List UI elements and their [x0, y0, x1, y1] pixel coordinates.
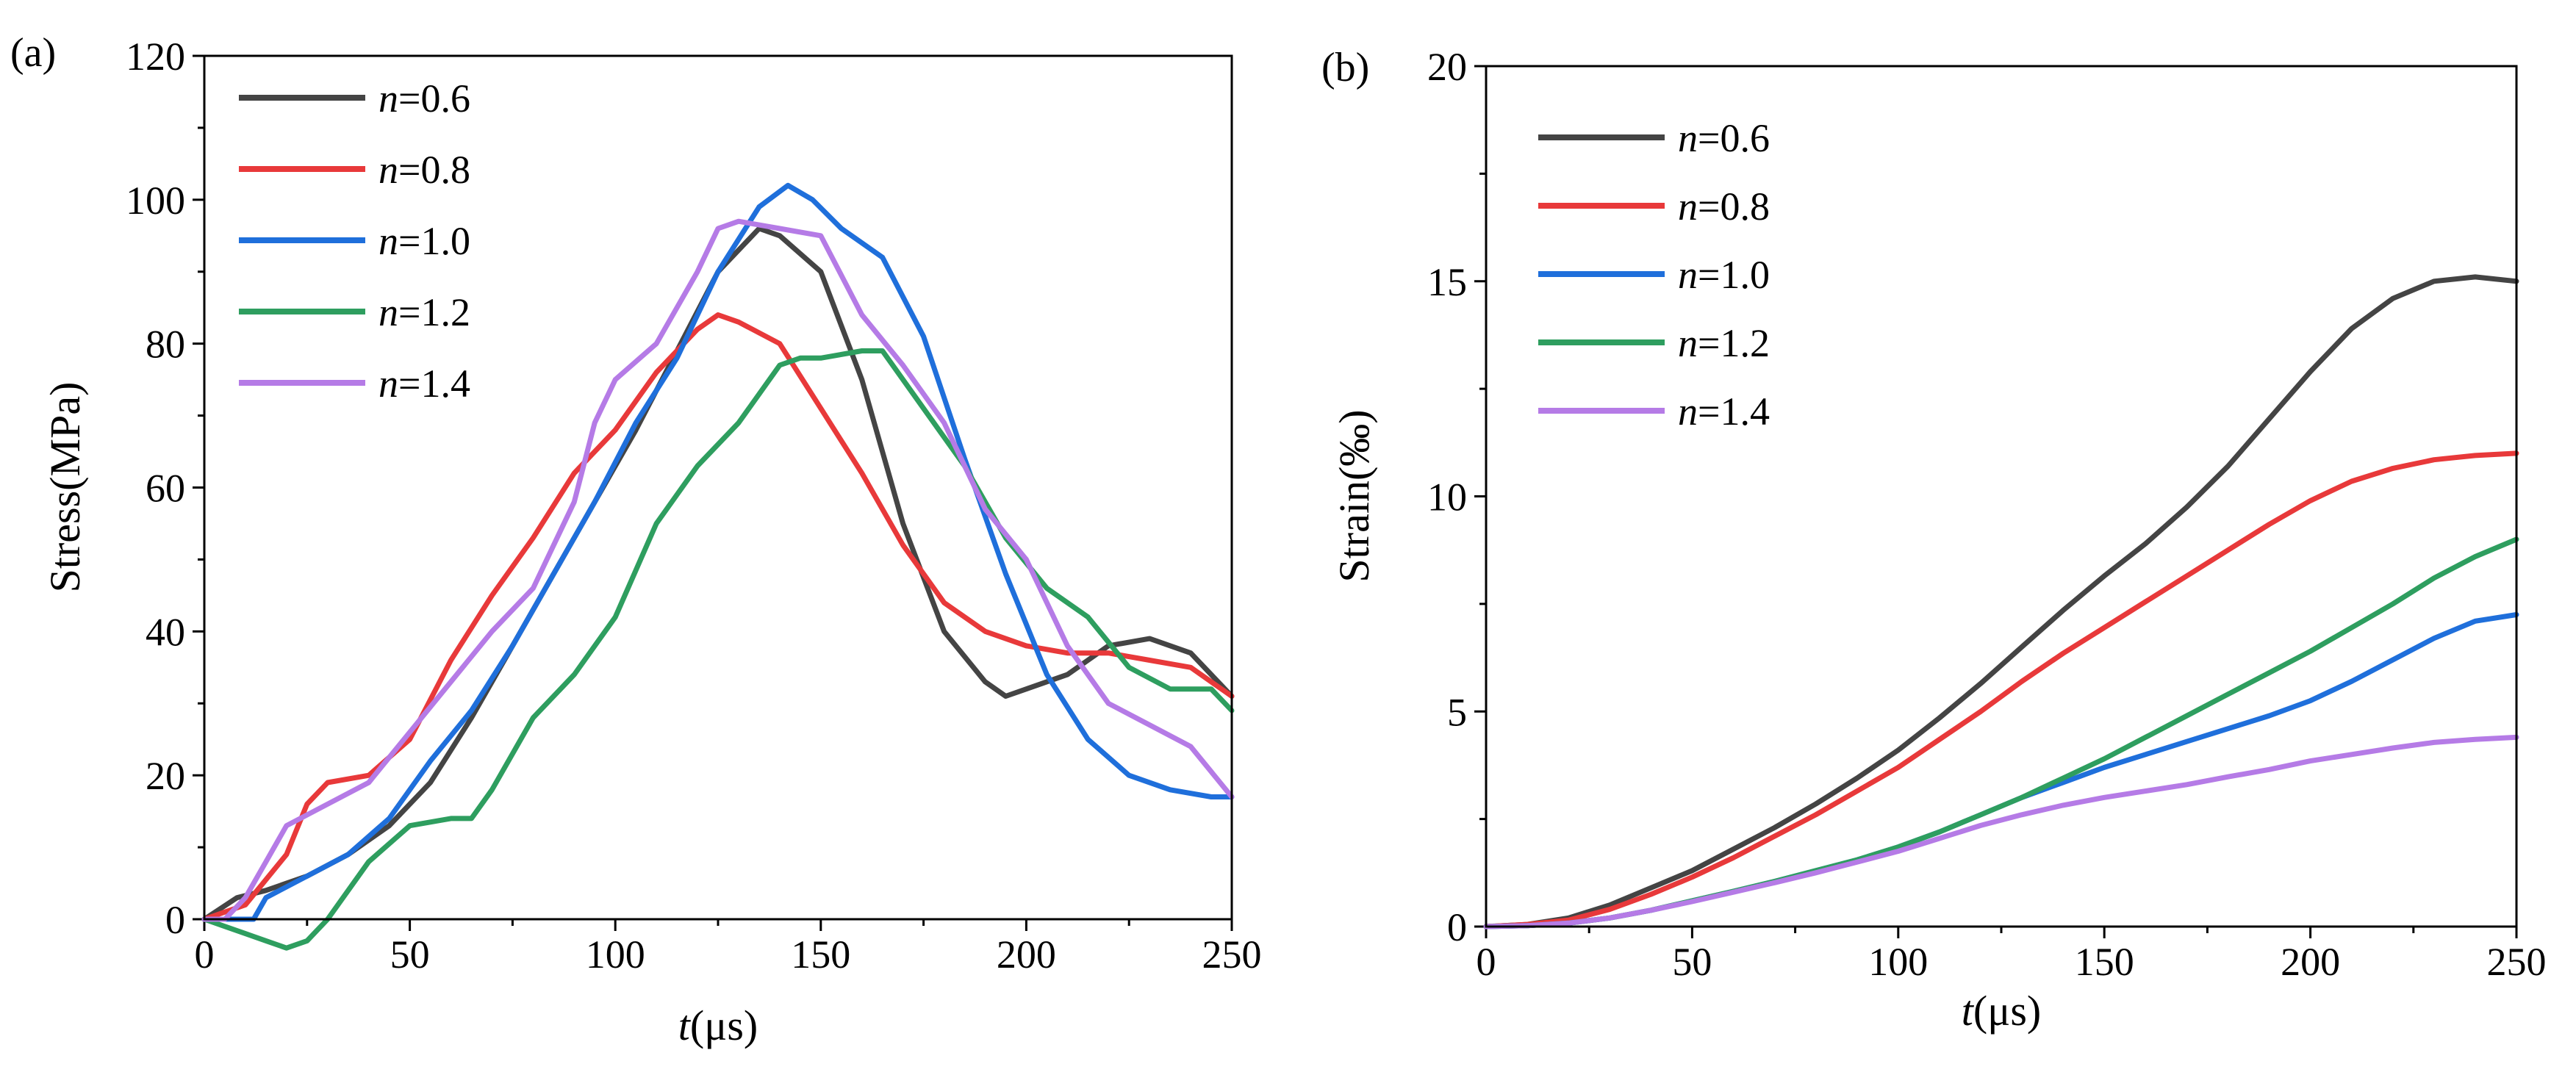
strain-y-tick-label: 10 — [1427, 475, 1467, 519]
strain-x-axis-label: t(μs) — [1962, 987, 2041, 1035]
stress-series-line-n14 — [201, 218, 1235, 922]
strain-axis-ticks: 0 50 100 150 200 250 0 5 10 15 20 — [1427, 45, 2547, 984]
stress-legend: n=0.6 n=0.8 n=1.0 n=1.2 n=1.4 — [239, 76, 470, 406]
stress-legend-label: n=0.8 — [378, 148, 470, 192]
strain-legend-label: n=1.2 — [1678, 321, 1770, 365]
strain-series-lines — [1483, 274, 2519, 930]
strain-series-line-n12 — [1483, 536, 2519, 930]
stress-series-line-n10 — [201, 182, 1235, 922]
strain-x-tick-label: 150 — [2075, 940, 2134, 984]
strain-x-tick-label: 50 — [1672, 940, 1712, 984]
strain-y-tick-label: 5 — [1447, 690, 1467, 734]
stress-x-tick-label: 200 — [997, 932, 1056, 977]
strain-y-tick-label: 20 — [1427, 45, 1467, 89]
stress-legend-label: n=0.6 — [378, 76, 470, 121]
stress-legend-label: n=1.4 — [378, 362, 470, 406]
stress-y-axis-label: Stress(MPa) — [41, 382, 89, 593]
strain-y-tick-label: 0 — [1447, 905, 1467, 949]
strain-series-line-n08 — [1483, 450, 2519, 930]
stress-x-tick-label: 150 — [791, 932, 850, 977]
strain-x-axis-var: t — [1962, 987, 1975, 1035]
strain-x-tick-label: 100 — [1868, 940, 1928, 984]
stress-series-line-n06 — [201, 226, 1235, 922]
stress-y-tick-label: 100 — [126, 179, 185, 223]
stress-y-tick-label: 60 — [146, 467, 185, 511]
stress-x-tick-label: 100 — [586, 932, 645, 977]
stress-series-line-n12 — [201, 348, 1235, 951]
strain-series-line-n14 — [1483, 734, 2519, 930]
strain-legend-label: n=0.8 — [1678, 184, 1770, 229]
strain-legend-label: n=0.6 — [1678, 116, 1770, 160]
stress-axis-ticks: 0 50 100 150 200 250 0 20 40 60 80 100 120 — [126, 35, 1262, 977]
stress-x-tick-label: 250 — [1202, 932, 1262, 977]
strain-x-axis-unit: (μs) — [1973, 987, 2041, 1035]
stress-x-axis-var: t — [678, 1002, 692, 1049]
strain-x-tick-label: 250 — [2487, 940, 2547, 984]
strain-x-tick-label: 200 — [2281, 940, 2340, 984]
stress-x-axis-label: t(μs) — [678, 1002, 758, 1049]
strain-x-tick-label: 0 — [1477, 940, 1496, 984]
stress-x-tick-label: 0 — [195, 932, 215, 977]
strain-legend-label: n=1.0 — [1678, 253, 1770, 297]
stress-y-tick-label: 120 — [126, 35, 185, 79]
strain-chart-panel: (b) 0 50 100 150 200 250 0 5 10 15 20 Strain(‰) t(… — [1321, 45, 2547, 1035]
strain-legend: n=0.6 n=0.8 n=1.0 n=1.2 n=1.4 — [1538, 116, 1770, 434]
strain-legend-label: n=1.4 — [1678, 389, 1770, 434]
stress-y-tick-label: 20 — [146, 754, 185, 798]
panel-label-b: (b) — [1321, 45, 1369, 90]
strain-series-line-n06 — [1483, 274, 2519, 930]
stress-x-axis-unit: (μs) — [690, 1002, 758, 1049]
stress-x-tick-label: 50 — [390, 932, 430, 977]
strain-series-line-n10 — [1483, 612, 2519, 930]
strain-plot-frame — [1485, 65, 2518, 928]
stress-legend-label: n=1.0 — [378, 219, 470, 263]
stress-chart-panel: (a) 0 50 100 150 200 250 0 20 40 60 80 100 120 Stres… — [10, 30, 1262, 1049]
panel-label-a: (a) — [10, 30, 56, 76]
stress-series-lines — [201, 182, 1235, 951]
stress-legend-label: n=1.2 — [378, 290, 470, 334]
stress-y-tick-label: 0 — [165, 898, 185, 942]
stress-plot-frame — [203, 54, 1233, 921]
strain-y-axis-label: Strain(‰) — [1330, 409, 1378, 582]
strain-y-tick-label: 15 — [1427, 260, 1467, 304]
stress-y-tick-label: 40 — [146, 610, 185, 654]
stress-y-tick-label: 80 — [146, 323, 185, 367]
stress-series-line-n08 — [201, 312, 1235, 922]
